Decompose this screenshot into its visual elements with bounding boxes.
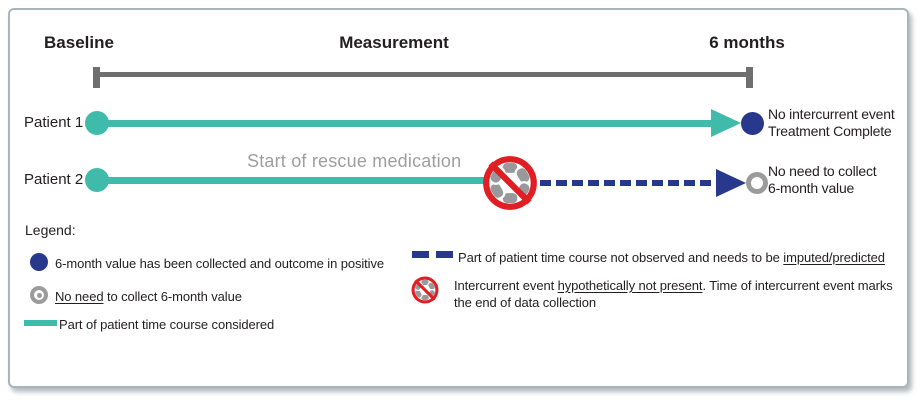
legend-open-circle-icon [30,286,48,304]
legend-item-intercurrent-post: . Time of intercurrent event marks the e… [454,278,893,310]
patient1-label: Patient 1 [24,114,84,131]
legend-item-intercurrent-pre: Intercurrent event [454,278,558,293]
rescue-medication-label: Start of rescue medication [247,151,462,171]
legend-dash1-icon [412,251,429,258]
legend-item-imputed: Part of patient time course not observed… [458,249,885,266]
legend-dash2-icon [436,251,453,258]
legend-teal-line-icon [24,320,57,326]
timeline-tick-end-icon [746,67,753,88]
legend-item-imputed-underline: imputed/predicted [783,250,885,265]
legend-item-no-need-underline: No need [55,289,104,304]
legend-filled-circle-icon [30,253,48,271]
patient2-imputed-dashed-line [540,180,713,186]
legend-item-intercurrent-underline: hypothetically not present [557,278,703,293]
legend-no-medication-icon [411,276,439,304]
timeline-label-baseline: Baseline [44,33,114,52]
legend-open-circle-pip-icon [36,292,42,298]
legend-item-no-need-rest: to collect 6-month value [103,289,242,304]
timeline-label-measurement: Measurement [339,33,449,52]
figure-border [8,8,909,388]
patient2-annotation-line1: No need to collect [768,163,877,179]
patient1-annotation-line2: Treatment Complete [768,123,892,139]
patient1-collected-endpoint-icon [741,112,764,135]
timeline-label-6-months: 6 months [709,33,785,52]
patient2-arrowhead-icon [716,169,746,197]
patient1-arrowhead-icon [711,109,741,137]
patient1-annotation-line1: No intercurrent event [768,106,895,122]
legend-item-intercurrent: Intercurrent event hypothetically not pr… [454,277,912,311]
patient2-annotation: No need to collect 6-month value [768,163,877,197]
legend-item-collected: 6-month value has been collected and out… [55,256,384,271]
patient2-open-endpoint-icon [746,172,768,194]
legend-item-considered: Part of patient time course considered [59,317,275,332]
patient1-annotation: No intercurrent event Treatment Complete [768,106,895,140]
no-medication-icon [482,155,538,211]
patient1-time-course-line [97,120,711,127]
timeline-tick-start-icon [93,67,100,88]
patient2-time-course-line [97,177,492,184]
legend-item-no-need: No need to collect 6-month value [55,288,242,305]
timeline-axis [96,72,750,77]
patient2-annotation-line2: 6-month value [768,180,855,196]
legend-item-imputed-pre: Part of patient time course not observed… [458,250,784,265]
legend-title: Legend: [25,222,76,238]
patient2-label: Patient 2 [24,171,84,188]
